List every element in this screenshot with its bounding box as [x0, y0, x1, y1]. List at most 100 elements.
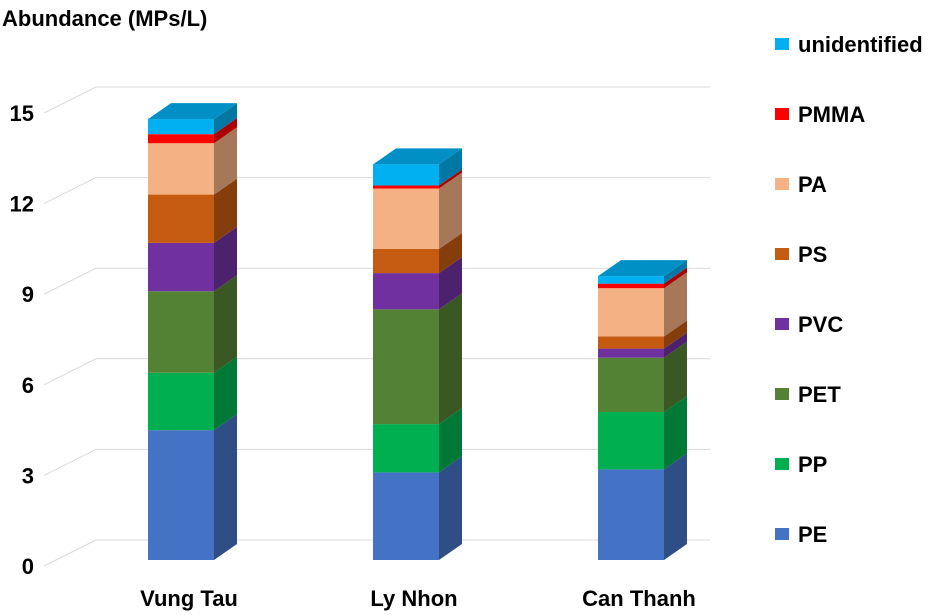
legend-label: PP [798, 452, 827, 477]
legend-label: PE [798, 522, 827, 547]
bar-front [148, 194, 214, 243]
legend-label: PS [798, 242, 827, 267]
legend-swatch [775, 108, 789, 120]
bar-front [148, 119, 214, 135]
bar-side [214, 127, 237, 195]
bars [148, 103, 687, 560]
bar-side [439, 148, 462, 186]
bar-segment-unidentified [598, 260, 687, 284]
bar-front [598, 357, 664, 413]
bar-side [664, 267, 687, 289]
gridline-diagonal [43, 86, 97, 114]
legend-item-unidentified: unidentified [775, 32, 923, 57]
legend-item-pvc: PVC [775, 312, 843, 337]
bar-front [373, 185, 439, 189]
bar-segment-pvc [373, 257, 462, 310]
y-tick-label: 6 [22, 373, 34, 398]
bar-front [598, 348, 664, 358]
bar-segment-pp [598, 396, 687, 470]
gridline-diagonal [43, 177, 97, 205]
bar-front [598, 288, 664, 337]
bar-front [373, 424, 439, 473]
legend-swatch [775, 38, 789, 50]
legend-item-pa: PA [775, 172, 827, 197]
bar-segment-ps [598, 320, 687, 349]
y-tick-label: 15 [10, 101, 34, 126]
bar-side [664, 341, 687, 413]
bar-side [214, 103, 237, 135]
bar-segment-pet [148, 275, 237, 373]
bar-segment-pvc [148, 226, 237, 292]
bar-side [214, 178, 237, 243]
legend-item-pe: PE [775, 522, 827, 547]
legend-swatch [775, 458, 789, 470]
bar-front [598, 412, 664, 470]
bar-segment-pet [373, 293, 462, 425]
legend-swatch [775, 528, 789, 540]
bar-side [664, 320, 687, 349]
bar-side [664, 396, 687, 470]
bar-segment-pe [148, 414, 237, 560]
y-tick-label: 3 [22, 463, 34, 488]
legend-swatch [775, 318, 789, 330]
y-tick-label: 0 [22, 554, 34, 579]
y-tick-label: 9 [22, 282, 34, 307]
gridline-diagonal [43, 267, 97, 295]
bar-segment-pa [148, 127, 237, 195]
bar-side [664, 332, 687, 358]
bar-segment-pa [373, 172, 462, 249]
legend-label: PMMA [798, 102, 865, 127]
bar-side [439, 456, 462, 560]
bar-side [664, 272, 687, 337]
bar-segment-pmma [598, 267, 687, 289]
bar-side [214, 275, 237, 373]
bar-segment-pa [598, 272, 687, 337]
bar-top [148, 103, 237, 120]
bar-side [439, 172, 462, 249]
bar-front [598, 283, 664, 289]
legend-label: PET [798, 382, 841, 407]
bar-front [598, 469, 664, 560]
bar-front [148, 430, 214, 560]
bar-segment-unidentified [148, 103, 237, 135]
bar-side [439, 293, 462, 425]
bar-side [439, 257, 462, 310]
bar-front [373, 273, 439, 310]
x-tick-label: Can Thanh [582, 586, 696, 611]
bar-side [214, 356, 237, 431]
legend-label: PA [798, 172, 827, 197]
bar-front [148, 372, 214, 431]
bar-front [373, 309, 439, 425]
chart-title: Abundance (MPs/L) [2, 6, 207, 31]
bar-side [214, 226, 237, 292]
bar-side [664, 453, 687, 560]
bar-top [598, 260, 687, 277]
bar-front [373, 472, 439, 560]
gridline-diagonal [43, 448, 97, 476]
bar-front [148, 143, 214, 195]
bar-segment-unidentified [373, 148, 462, 186]
bar-front [373, 188, 439, 249]
x-axis-ticks: Vung Tau Ly Nhon Can Thanh [140, 586, 696, 611]
x-tick-label: Vung Tau [140, 586, 238, 611]
bar-segment-pvc [598, 332, 687, 358]
bar-side [439, 408, 462, 473]
legend-swatch [775, 178, 789, 190]
legend-item-pp: PP [775, 452, 827, 477]
bar-top [373, 148, 462, 165]
bar-segment-pe [373, 456, 462, 560]
bar-side [214, 118, 237, 144]
legend-swatch [775, 388, 789, 400]
bar-front [373, 248, 439, 274]
bar-segment-pp [148, 356, 237, 431]
bar-segment-pet [598, 341, 687, 413]
legend-item-pmma: PMMA [775, 102, 865, 127]
gridline-diagonal [43, 358, 97, 386]
legend-item-ps: PS [775, 242, 827, 267]
bar-front [148, 291, 214, 373]
legend-item-pet: PET [775, 382, 841, 407]
legend-label: PVC [798, 312, 843, 337]
x-tick-label: Ly Nhon [370, 586, 457, 611]
bar-segment-pmma [148, 118, 237, 144]
bar-front [598, 276, 664, 284]
